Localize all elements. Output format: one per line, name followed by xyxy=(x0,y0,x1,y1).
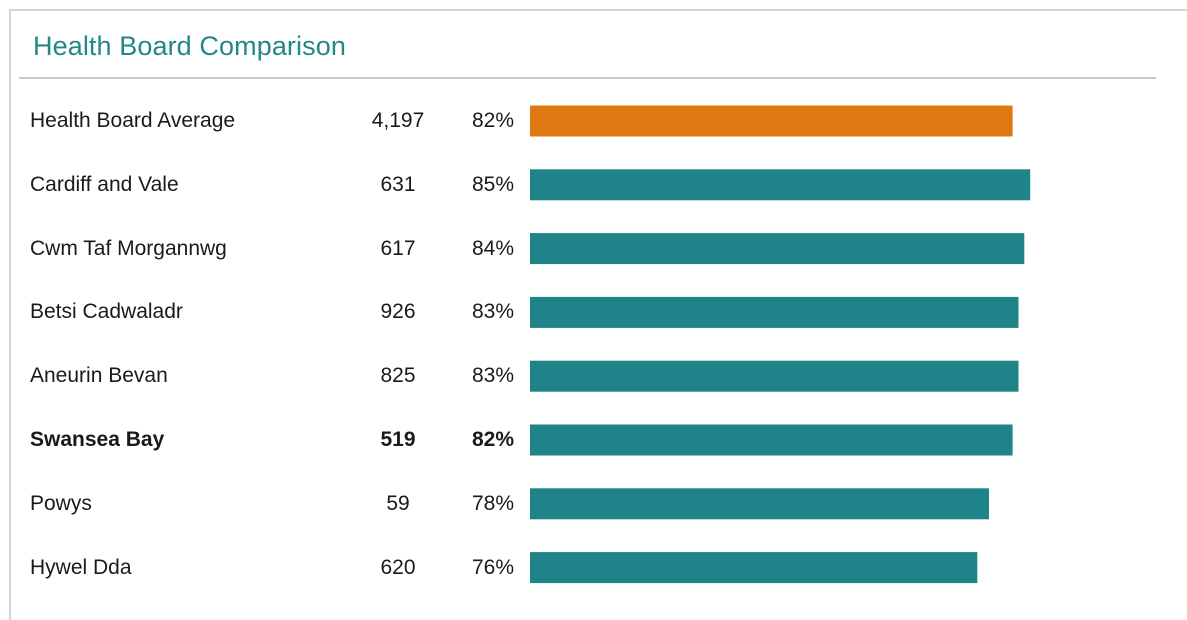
percent-label: 82% xyxy=(472,428,515,451)
category-label: Swansea Bay xyxy=(30,428,165,451)
percent-label: 84% xyxy=(472,236,515,260)
count-label: 4,197 xyxy=(371,109,425,132)
percent-label: 82% xyxy=(472,109,515,132)
percent-label: 83% xyxy=(472,364,515,388)
chart-panel xyxy=(9,9,1187,620)
chart-title: Health Board Comparison xyxy=(33,31,346,61)
category-label: Betsi Cadwaladr xyxy=(30,300,183,324)
count-label: 825 xyxy=(380,364,416,388)
count-label: 519 xyxy=(380,428,416,451)
category-label: Hywel Dda xyxy=(30,555,132,579)
count-label: 617 xyxy=(380,236,416,260)
category-label: Aneurin Bevan xyxy=(30,364,168,388)
category-label: Cwm Taf Morgannwg xyxy=(30,236,227,260)
count-label: 926 xyxy=(380,300,416,324)
count-label: 631 xyxy=(380,172,416,196)
count-label: 59 xyxy=(386,491,410,515)
title-divider xyxy=(19,77,1156,79)
category-label: Powys xyxy=(30,491,92,515)
percent-label: 85% xyxy=(472,172,515,196)
percent-label: 78% xyxy=(472,491,515,515)
category-label: Cardiff and Vale xyxy=(30,172,179,196)
percent-label: 83% xyxy=(472,300,515,324)
count-label: 620 xyxy=(380,555,416,579)
percent-label: 76% xyxy=(472,555,515,579)
category-label: Health Board Average xyxy=(30,109,236,132)
